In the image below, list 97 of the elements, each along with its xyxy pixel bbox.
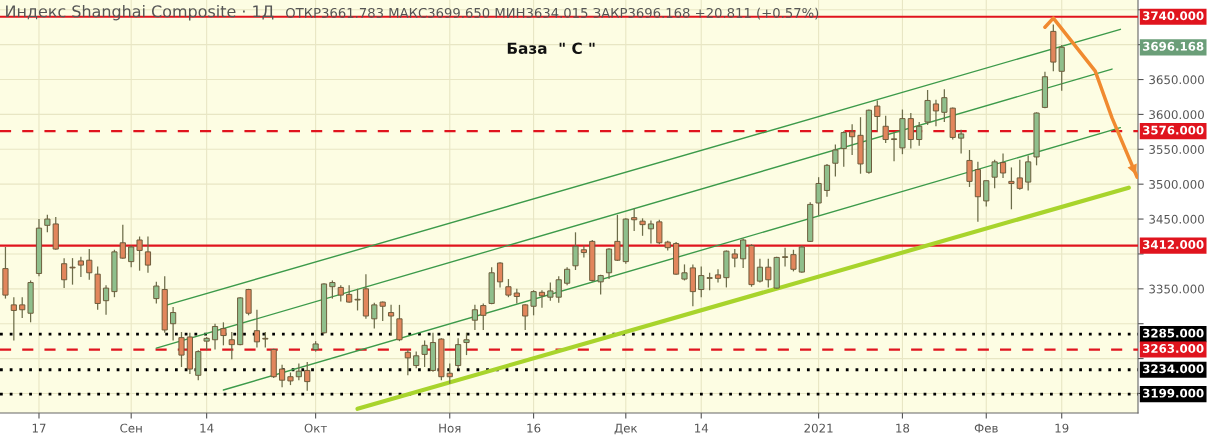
x-tick-label: 14: [200, 423, 214, 433]
ref-line-label: 3740.000: [1142, 11, 1204, 21]
candlestick: [253, 309, 261, 349]
candlestick: [119, 224, 126, 260]
candlestick: [966, 149, 973, 188]
candlestick: [86, 248, 93, 281]
y-tick-label: 3550.000: [1149, 145, 1204, 154]
y-tick-label: 3450.000: [1149, 214, 1204, 224]
candlestick: [815, 176, 822, 217]
ref-line-label: 3576.000: [1142, 125, 1204, 135]
candlestick: [991, 159, 998, 189]
line-series: [1043, 16, 1138, 179]
x-tick-label: Дек: [614, 423, 638, 435]
candlestick: [354, 288, 361, 312]
candlestick: [69, 257, 76, 286]
candlestick: [790, 249, 797, 273]
ref-line-label: 3199.000: [1142, 388, 1204, 398]
candlestick: [731, 248, 738, 268]
x-tick-label: 16: [527, 423, 541, 433]
candlestick: [220, 321, 227, 346]
annotation: База " С ": [507, 42, 595, 54]
candlestick: [1008, 166, 1015, 210]
candlestick: [932, 99, 940, 127]
candlestick: [999, 152, 1007, 179]
x-tick-label: 19: [1055, 423, 1069, 433]
candlestick: [605, 247, 613, 280]
candlestick: [304, 361, 311, 392]
candlestick: [849, 123, 856, 156]
candlestick: [1016, 159, 1023, 191]
x-tick-label: Ноя: [439, 423, 461, 433]
candlestick: [170, 306, 177, 342]
candlestick: [228, 331, 235, 360]
candlestick: [564, 266, 571, 286]
candlestick: [714, 268, 722, 284]
candlestick: [890, 131, 898, 162]
candlestick: [404, 348, 411, 376]
candlestick: [102, 284, 110, 316]
y-tick-label: 3500.000: [1149, 179, 1204, 189]
y-tick-label: 3350.000: [1149, 284, 1204, 294]
candlestick: [245, 288, 252, 316]
candlestick: [77, 256, 84, 278]
candlestick: [195, 349, 202, 381]
candlestick: [144, 235, 152, 274]
candlestick: [480, 302, 487, 331]
y-tick-label: 3600.000: [1149, 110, 1204, 120]
x-tick-label: 17: [32, 423, 46, 433]
candlestick: [178, 331, 185, 368]
candlestick: [496, 261, 504, 289]
candlestick: [387, 304, 395, 337]
x-tick-label: 18: [896, 423, 910, 433]
candlestick: [211, 323, 219, 351]
candlestick: [756, 258, 764, 284]
candlestick: [916, 121, 923, 147]
candlestick: [279, 364, 286, 388]
candlestick: [136, 235, 143, 272]
candlestick: [10, 296, 17, 342]
candlestick: [505, 278, 512, 298]
candlestick: [463, 332, 470, 356]
text: 3696.168: [1142, 41, 1204, 51]
candlestick: [647, 219, 655, 245]
ref-line-label: 3285.000: [1142, 328, 1204, 338]
ref-line-label: 3412.000: [1142, 240, 1204, 249]
x-tick-label: 14: [695, 423, 709, 433]
candlestick: [295, 362, 302, 381]
candlestick: [924, 89, 931, 126]
candlestick: [1025, 154, 1032, 192]
candlestick: [689, 263, 696, 307]
x-tick-label: Фев: [974, 423, 998, 433]
candlestick: [907, 112, 914, 150]
candlestick: [572, 231, 579, 271]
candlestick: [614, 214, 621, 262]
candlestick: [958, 129, 965, 155]
candlestick: [983, 180, 990, 208]
candlestick: [698, 265, 705, 298]
candlestick: [471, 304, 478, 331]
candlestick: [840, 130, 847, 168]
candlestick: [530, 289, 537, 316]
x-tick-label: Сен: [120, 423, 142, 433]
candlestick: [874, 99, 881, 132]
candlestick: [832, 143, 839, 178]
x-tick-label: 2021: [804, 423, 833, 433]
candlestick: [522, 303, 529, 331]
candlestick: [781, 247, 789, 268]
candlestick: [580, 244, 587, 259]
y-tick-label: 3650.000: [1149, 75, 1204, 85]
candlestick: [455, 337, 462, 369]
candlestick: [61, 257, 68, 289]
candlestick: [421, 339, 428, 368]
ref-line-label: 3263.000: [1142, 344, 1204, 353]
ref-line-label: 3234.000: [1142, 364, 1204, 374]
candlestick: [396, 304, 403, 342]
candlestick: [882, 115, 889, 144]
x-tick-label: Окт: [304, 423, 327, 433]
candlestick: [19, 296, 26, 319]
candlestick: [329, 279, 336, 300]
candlestick: [631, 207, 638, 232]
candlestick: [740, 237, 747, 269]
